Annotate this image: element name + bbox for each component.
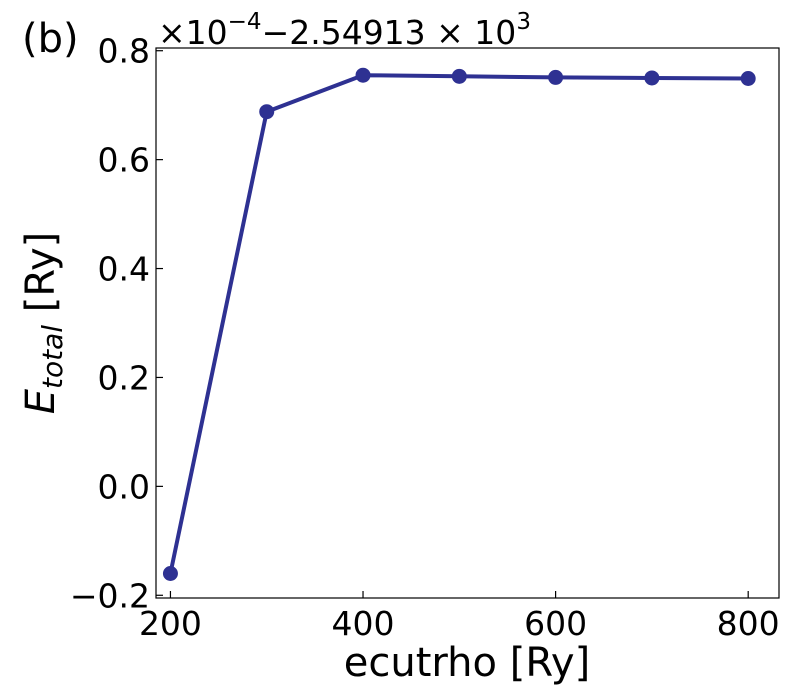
offset-middle: −2.54913 × 10 — [262, 13, 517, 52]
offset-exponent: −4 — [228, 9, 262, 35]
y-tick-label: −0.2 — [70, 576, 150, 615]
data-point — [451, 68, 467, 84]
data-point — [548, 69, 564, 85]
x-axis-ticks: 200 400 600 800 — [139, 591, 780, 643]
y-axis-label: Etotal [Ry] — [18, 232, 69, 415]
offset-exponent2: 3 — [516, 9, 531, 35]
data-point — [162, 565, 178, 581]
x-tick-label: 200 — [139, 604, 202, 643]
y-tick-label: 0.4 — [98, 250, 150, 289]
x-axis-label: ecutrho [Ry] — [344, 640, 590, 686]
offset-prefix: ×10 — [158, 13, 228, 52]
x-tick-label: 600 — [524, 604, 587, 643]
plot-frame — [155, 47, 780, 599]
y-axis-ticks: −0.2 0.0 0.2 0.4 0.6 0.8 — [70, 32, 163, 615]
y-tick-label: 0.6 — [98, 141, 150, 180]
x-tick-label: 800 — [717, 604, 780, 643]
x-tick-label: 400 — [332, 604, 395, 643]
data-point — [740, 70, 756, 86]
y-label-unit: [Ry] — [18, 232, 64, 325]
y-tick-label: 0.0 — [98, 467, 150, 506]
y-label-main: E — [18, 388, 64, 414]
series-group — [162, 67, 756, 581]
axis-offset-text: ×10−4−2.54913 × 103 — [158, 9, 531, 52]
series-line — [168, 73, 749, 574]
data-point — [355, 67, 371, 83]
panel-label: (b) — [22, 16, 79, 62]
y-label-sub: total — [36, 325, 69, 389]
data-point — [644, 70, 660, 86]
y-tick-label: 0.2 — [98, 358, 150, 397]
y-tick-label: 0.8 — [98, 32, 150, 71]
data-point — [259, 104, 275, 120]
